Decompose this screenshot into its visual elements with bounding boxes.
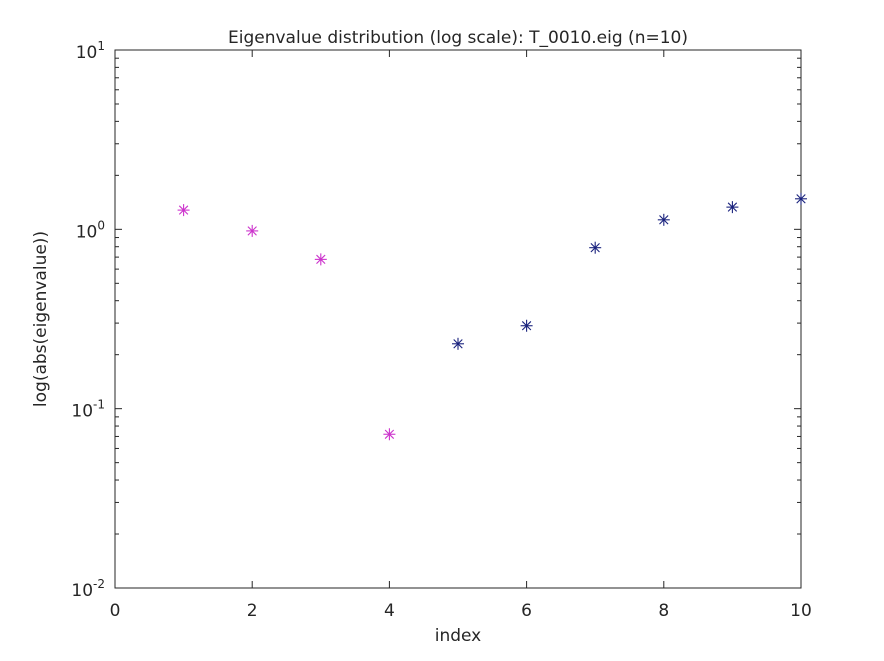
data-point-marker <box>726 201 739 214</box>
data-point-marker <box>177 204 190 217</box>
data-point-marker <box>657 213 670 226</box>
y-tick-exponent: 1 <box>97 39 105 53</box>
data-point-marker <box>314 253 327 266</box>
data-points <box>177 192 807 441</box>
chart-title: Eigenvalue distribution (log scale): T_0… <box>228 28 688 48</box>
x-axis-label: index <box>435 626 482 646</box>
data-point-marker <box>452 337 464 350</box>
data-point-marker <box>383 428 396 441</box>
y-axis-label: log(abs(eigenvalue)) <box>31 231 51 407</box>
y-tick-base: 10 <box>71 581 93 601</box>
data-point-marker <box>246 224 259 237</box>
y-tick-label: 10-2 <box>71 577 105 601</box>
y-tick-exponent: 0 <box>97 218 105 232</box>
data-point-marker <box>520 319 533 332</box>
y-tick-exponent: -2 <box>93 577 105 591</box>
x-tick-label: 4 <box>384 601 395 621</box>
x-tick-label: 8 <box>658 601 669 621</box>
plot-area <box>114 49 802 589</box>
y-tick-base: 10 <box>76 43 98 63</box>
y-tick-base: 10 <box>76 222 98 242</box>
x-tick-label: 6 <box>521 601 532 621</box>
y-tick-label: 100 <box>76 218 105 242</box>
x-tick-label: 2 <box>247 601 258 621</box>
x-tick-label: 10 <box>790 601 812 621</box>
y-tick-label: 101 <box>76 39 105 63</box>
data-point-marker <box>589 241 602 254</box>
data-point-marker <box>795 192 807 205</box>
x-tick-label: 0 <box>110 601 121 621</box>
y-tick-exponent: -1 <box>93 398 105 412</box>
y-tick-label: 10-1 <box>71 398 105 422</box>
y-tick-base: 10 <box>71 402 93 422</box>
